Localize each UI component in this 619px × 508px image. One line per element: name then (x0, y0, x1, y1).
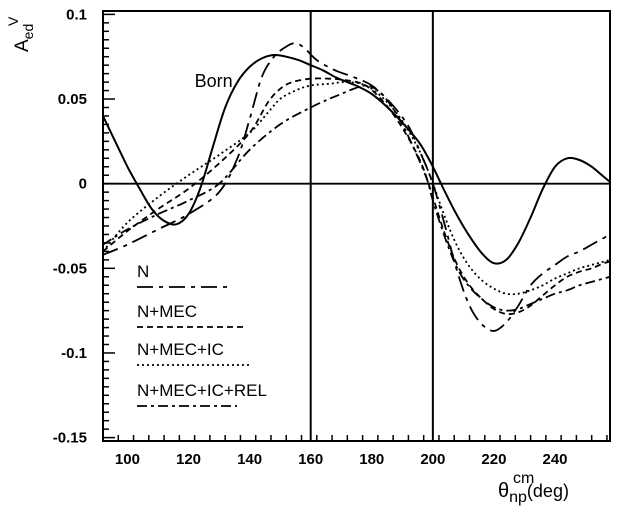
y-tick-label: -0.05 (53, 260, 87, 277)
x-tick-label: 120 (176, 451, 201, 468)
x-tick-label: 140 (237, 451, 262, 468)
annotation-label: Born (195, 71, 233, 91)
x-tick-label: 180 (359, 451, 384, 468)
x-tick-label: 160 (298, 451, 323, 468)
y-tick-label: 0.1 (66, 6, 87, 23)
tick-label-layer: 100 120 140 160 180 200 220 240 -0.15 -0.1 -0.05 0 0… (53, 6, 568, 468)
plot-frame (102, 10, 611, 442)
series-line-n-mec (102, 77, 611, 316)
tick-layer (102, 13, 608, 441)
y-axis-label: Aed (12, 24, 36, 52)
y-tick-label: 0 (79, 176, 87, 193)
x-tick-label: 220 (481, 451, 506, 468)
legend-label: N (137, 262, 149, 281)
series-line-born (102, 53, 611, 265)
legend-label: N+MEC (137, 302, 197, 321)
x-tick-label: 200 (420, 451, 445, 468)
y-tick-label: -0.1 (61, 345, 87, 362)
series-line-n-mec-ic (102, 81, 611, 296)
y-tick-label: 0.05 (58, 91, 87, 108)
x-tick-label: 240 (543, 451, 568, 468)
legend: N N+MEC N+MEC+IC N+MEC+IC+REL (137, 262, 267, 407)
legend-label: N+MEC+IC+REL (137, 381, 267, 400)
reference-lines (103, 11, 610, 441)
series-line-n (102, 42, 611, 332)
legend-label: N+MEC+IC (137, 340, 224, 359)
series-layer (102, 42, 611, 332)
x-axis-label-superscript: cm (513, 470, 534, 487)
x-tick-label: 100 (115, 451, 140, 468)
y-axis-label-superscript: V (5, 16, 21, 26)
y-tick-label: -0.15 (53, 430, 87, 447)
x-axis-label: θnp(deg) (498, 480, 569, 506)
series-line-n-mec-ic-rel (102, 84, 611, 312)
annotation-layer: Born (195, 71, 233, 91)
